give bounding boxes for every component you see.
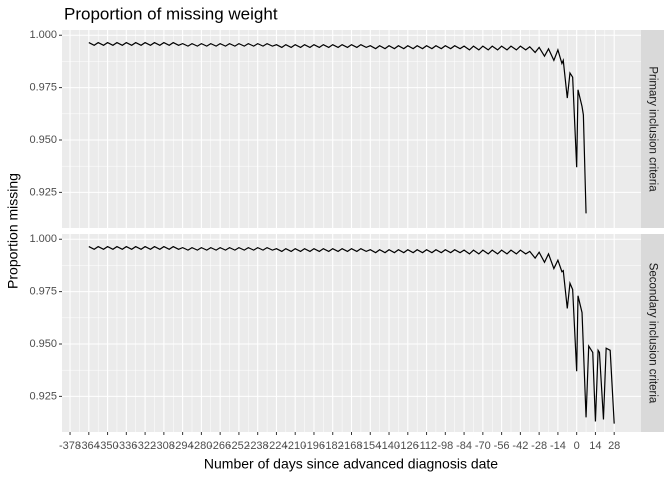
x-axis-label: Number of days since advanced diagnosis … <box>204 456 498 472</box>
x-tick-label: -294 <box>172 440 194 452</box>
data-line <box>88 41 587 214</box>
y-tick-label: 0.950 <box>29 338 57 350</box>
x-tick-label: -224 <box>265 440 287 452</box>
chart-title: Proportion of missing weight <box>64 4 278 23</box>
x-tick-label: 0 <box>574 440 580 452</box>
y-tick-label: 1.000 <box>29 233 57 245</box>
x-tick-label: -378 <box>59 440 81 452</box>
x-tick-label: -154 <box>359 440 381 452</box>
facet-strip <box>641 234 664 432</box>
y-tick-label: 0.925 <box>29 186 57 198</box>
x-tick-label: -308 <box>153 440 175 452</box>
x-tick-label: 14 <box>589 440 601 452</box>
x-tick-label: -14 <box>550 440 566 452</box>
x-tick-label: -210 <box>284 440 306 452</box>
facet-strip <box>641 30 664 228</box>
x-tick-label: -70 <box>475 440 491 452</box>
facet-label: Secondary inclusion criteria <box>646 263 658 404</box>
x-tick-label: -182 <box>322 440 344 452</box>
x-tick-label: -112 <box>416 440 437 452</box>
x-tick-label: -42 <box>512 440 528 452</box>
x-tick-label: -238 <box>247 440 269 452</box>
x-tick-label: -252 <box>228 440 250 452</box>
data-line <box>88 245 615 424</box>
x-tick-label: -280 <box>190 440 212 452</box>
y-tick-label: 0.925 <box>29 390 57 402</box>
facet-label: Primary inclusion criteria <box>646 66 658 192</box>
x-tick-label: -322 <box>134 440 156 452</box>
x-tick-label: -28 <box>531 440 547 452</box>
x-tick-label: -98 <box>437 440 453 452</box>
y-tick-label: 0.950 <box>29 134 57 146</box>
y-axis-label: Proportion missing <box>5 173 21 289</box>
x-tick-label: 28 <box>608 440 620 452</box>
x-tick-label: -56 <box>494 440 510 452</box>
x-tick-label: -168 <box>340 440 362 452</box>
x-tick-label: -84 <box>456 440 472 452</box>
y-tick-label: 1.000 <box>29 29 57 41</box>
x-tick-label: -336 <box>115 440 137 452</box>
y-tick-label: 0.975 <box>29 286 57 298</box>
x-tick-label: -196 <box>303 440 325 452</box>
y-tick-label: 0.975 <box>29 82 57 94</box>
x-tick-label: -126 <box>397 440 419 452</box>
x-tick-label: -140 <box>378 440 400 452</box>
x-tick-label: -364 <box>78 440 100 452</box>
x-tick-label: -350 <box>97 440 119 452</box>
x-tick-label: -266 <box>209 440 231 452</box>
